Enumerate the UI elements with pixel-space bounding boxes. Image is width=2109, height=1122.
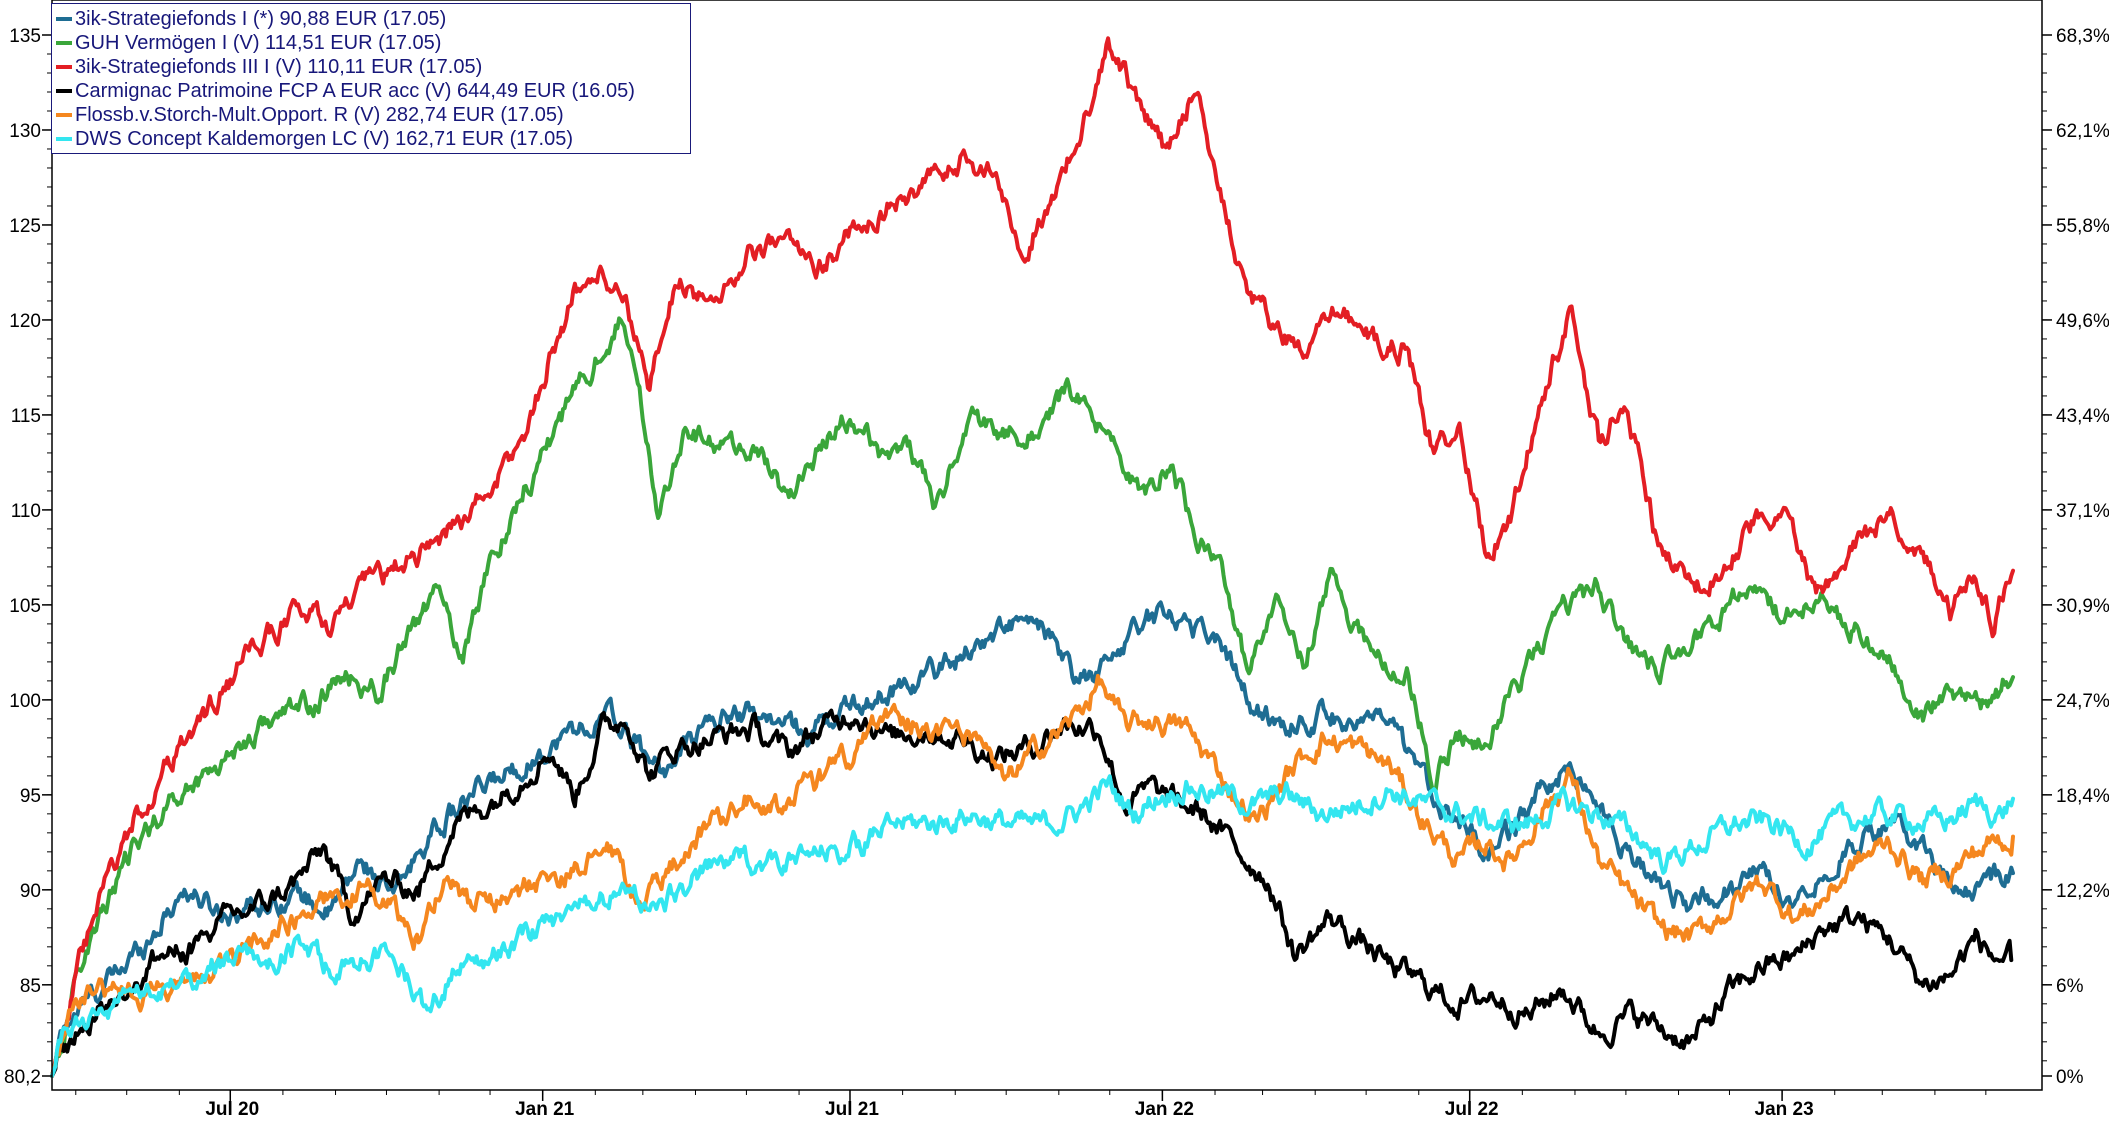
- series-line[interactable]: [50, 36, 2015, 1078]
- y-right-tick-label: 24,7%: [2056, 691, 2109, 712]
- y-tick-label: 115: [11, 406, 41, 427]
- y-tick-label: 95: [20, 786, 41, 807]
- legend-swatch: [56, 65, 72, 69]
- legend-swatch: [56, 113, 72, 117]
- legend-label: 3ik-Strategiefonds I (*) 90,88 EUR (17.0…: [75, 7, 447, 30]
- legend-label: GUH Vermögen I (V) 114,51 EUR (17.05): [75, 31, 442, 54]
- legend-item[interactable]: Carmignac Patrimoine FCP A EUR acc (V) 6…: [56, 79, 686, 103]
- y-right-tick-label: 55,8%: [2056, 216, 2109, 237]
- y-right-tick-label: 12,2%: [2056, 881, 2109, 902]
- x-tick-label: Jul 22: [1445, 1099, 1499, 1120]
- y-right-tick-label: 18,4%: [2056, 786, 2109, 807]
- y-right-tick-label: 0%: [2056, 1067, 2084, 1088]
- legend-swatch: [56, 41, 72, 45]
- x-tick-label: Jan 21: [515, 1099, 575, 1120]
- series-line[interactable]: [50, 774, 2015, 1078]
- y-right-tick-label: 6%: [2056, 976, 2084, 997]
- y-right-tick-label: 68,3%: [2056, 26, 2109, 47]
- legend-item[interactable]: Flossb.v.Storch-Mult.Opport. R (V) 282,7…: [56, 103, 686, 127]
- y-right-tick-label: 49,6%: [2056, 311, 2109, 332]
- y-right-tick-label: 37,1%: [2056, 501, 2109, 522]
- y-tick-label: 85: [20, 976, 41, 997]
- legend-swatch: [56, 17, 72, 21]
- series-line[interactable]: [50, 673, 2015, 1078]
- legend-label: 3ik-Strategiefonds III I (V) 110,11 EUR …: [75, 55, 483, 78]
- x-tick-label: Jan 23: [1755, 1099, 1814, 1120]
- y-right-tick-label: 43,4%: [2056, 406, 2109, 427]
- legend-swatch: [56, 89, 72, 93]
- y-tick-label: 80,2: [4, 1067, 41, 1088]
- series-line[interactable]: [50, 708, 2014, 1078]
- x-tick-label: Jul 20: [205, 1099, 259, 1120]
- legend-item[interactable]: 3ik-Strategiefonds III I (V) 110,11 EUR …: [56, 55, 686, 79]
- legend-item[interactable]: GUH Vermögen I (V) 114,51 EUR (17.05): [56, 31, 686, 55]
- y-tick-label: 120: [9, 311, 41, 332]
- y-tick-label: 130: [9, 121, 41, 142]
- series-layer: [50, 36, 2015, 1078]
- legend-label: Flossb.v.Storch-Mult.Opport. R (V) 282,7…: [75, 103, 564, 126]
- y-right-tick-label: 62,1%: [2056, 121, 2109, 142]
- y-right-tick-label: 30,9%: [2056, 596, 2109, 617]
- y-tick-label: 125: [9, 216, 41, 237]
- legend-item[interactable]: DWS Concept Kaldemorgen LC (V) 162,71 EU…: [56, 127, 686, 151]
- plot-frame: [51, 0, 2043, 1091]
- x-tick-label: Jul 21: [825, 1099, 879, 1120]
- y-tick-label: 105: [9, 596, 41, 617]
- y-tick-label: 90: [20, 881, 41, 902]
- y-tick-label: 135: [9, 26, 41, 47]
- x-tick-label: Jan 22: [1135, 1099, 1194, 1120]
- series-line[interactable]: [50, 316, 2015, 1078]
- legend: 3ik-Strategiefonds I (*) 90,88 EUR (17.0…: [51, 3, 691, 154]
- legend-swatch: [56, 137, 72, 141]
- legend-label: DWS Concept Kaldemorgen LC (V) 162,71 EU…: [75, 127, 574, 150]
- legend-label: Carmignac Patrimoine FCP A EUR acc (V) 6…: [75, 79, 635, 102]
- legend-item[interactable]: 3ik-Strategiefonds I (*) 90,88 EUR (17.0…: [56, 7, 686, 31]
- axis-layer: 80,2 85 90 95 100 105 110 115 120 125 130 135 0% 6% 12…: [4, 0, 2109, 1120]
- y-tick-label: 110: [11, 501, 41, 522]
- series-line[interactable]: [50, 600, 2015, 1078]
- y-tick-label: 100: [9, 691, 41, 712]
